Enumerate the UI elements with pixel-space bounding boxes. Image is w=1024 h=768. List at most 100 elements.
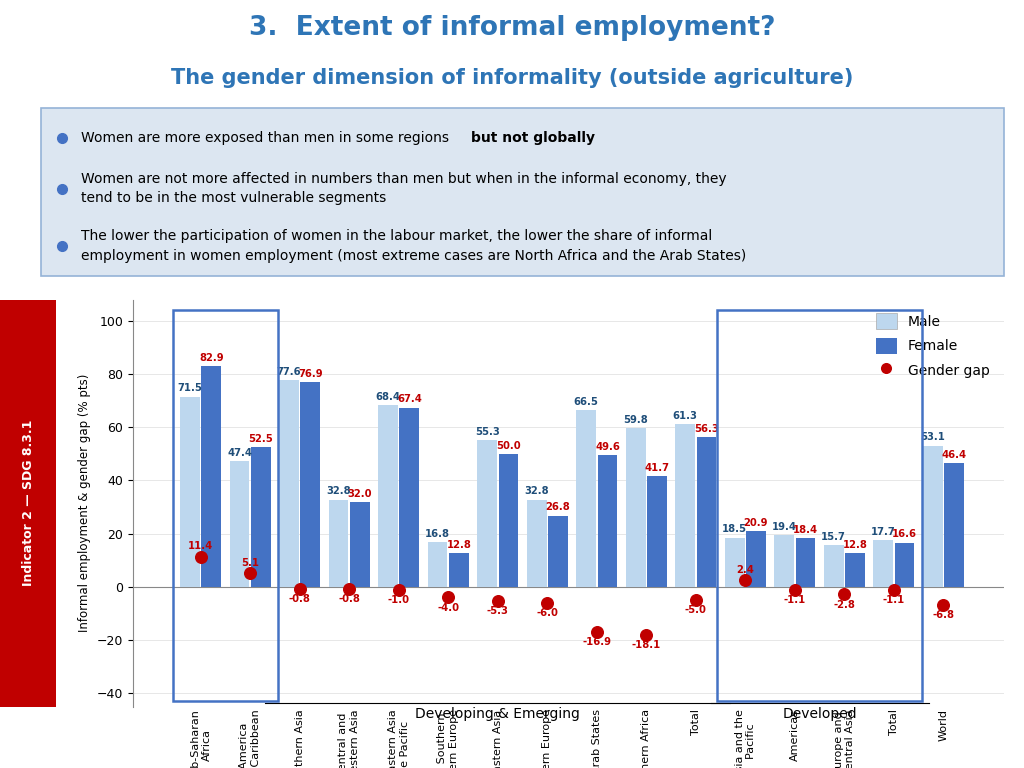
Bar [845,553,865,587]
Text: 59.8: 59.8 [624,415,648,425]
Bar [378,405,398,587]
Text: 17.7: 17.7 [870,527,896,537]
Text: -2.8: -2.8 [834,600,855,610]
Text: -5.3: -5.3 [486,606,509,616]
Bar [696,437,717,587]
Text: The lower the participation of women in the labour market, the lower the share o: The lower the participation of women in … [81,230,746,263]
Bar [180,396,200,587]
Bar [526,499,547,587]
Text: 77.6: 77.6 [276,367,301,377]
Point [837,588,853,601]
Bar [229,461,250,587]
Point [489,594,506,607]
Bar [350,502,370,587]
Text: 67.4: 67.4 [397,394,422,404]
Bar [824,545,844,587]
Point [688,594,705,606]
Bar [449,553,469,587]
Bar [923,445,943,587]
Text: 32.8: 32.8 [524,486,549,496]
Text: 61.3: 61.3 [673,411,697,421]
Y-axis label: Informal employment & gender gap (% pts): Informal employment & gender gap (% pts) [79,374,91,632]
Text: 18.4: 18.4 [793,525,818,535]
Point [193,551,209,563]
Bar [477,440,497,587]
Point [935,599,951,611]
Text: -0.8: -0.8 [338,594,360,604]
Text: 16.6: 16.6 [892,529,918,539]
Point [886,584,902,596]
Legend: Male, Female, Gender gap: Male, Female, Gender gap [869,306,996,385]
Bar [251,447,270,587]
Bar [428,542,447,587]
Text: -0.8: -0.8 [289,594,310,604]
Text: 56.3: 56.3 [694,424,719,434]
Text: 32.8: 32.8 [327,486,351,496]
Bar [300,382,321,587]
Bar [725,538,744,587]
Point [440,591,457,604]
Text: 47.4: 47.4 [227,448,252,458]
Text: 41.7: 41.7 [644,462,670,473]
Text: -6.0: -6.0 [537,608,558,618]
Text: 46.4: 46.4 [941,450,967,460]
Point [292,583,308,595]
Bar [796,538,815,587]
Text: 32.0: 32.0 [347,488,372,498]
Text: 19.4: 19.4 [772,522,797,532]
Text: Women are more exposed than men in some regions: Women are more exposed than men in some … [81,131,454,145]
Text: Developing & Emerging: Developing & Emerging [416,707,581,720]
Text: 12.8: 12.8 [446,540,471,550]
Text: 5.1: 5.1 [242,558,259,568]
Bar [598,455,617,587]
Bar [329,499,348,587]
Bar [548,515,568,587]
Text: 52.5: 52.5 [249,434,273,444]
Bar [577,410,596,587]
Text: Developed: Developed [782,707,857,720]
Bar [895,543,914,587]
Text: 49.6: 49.6 [595,442,620,452]
Text: -6.8: -6.8 [933,611,954,621]
Bar [499,454,518,587]
Text: 3.  Extent of informal employment?: 3. Extent of informal employment? [249,15,775,41]
Point [786,584,803,596]
Text: -4.0: -4.0 [437,603,459,613]
Text: 82.9: 82.9 [199,353,223,363]
Text: 71.5: 71.5 [177,383,203,393]
Bar [944,463,964,587]
Text: but not globally: but not globally [471,131,595,145]
Point [737,574,754,587]
Bar [647,476,667,587]
Text: .: . [582,131,587,145]
Text: 76.9: 76.9 [298,369,323,379]
Text: -16.9: -16.9 [583,637,611,647]
Text: 50.0: 50.0 [496,441,521,451]
Point [539,597,555,609]
Bar [399,408,419,587]
Text: -1.0: -1.0 [388,595,410,605]
Bar [626,428,645,587]
Bar [173,310,279,701]
Point [390,584,407,596]
Text: 11.4: 11.4 [188,541,213,551]
Text: 15.7: 15.7 [821,532,846,542]
Point [589,626,605,638]
Point [341,583,357,595]
Text: Indicator 2 — SDG 8.3.1: Indicator 2 — SDG 8.3.1 [22,420,35,586]
Text: 2.4: 2.4 [736,565,755,575]
Text: -1.1: -1.1 [883,595,905,605]
Text: 18.5: 18.5 [722,525,748,535]
Text: 20.9: 20.9 [743,518,768,528]
Text: -18.1: -18.1 [632,641,660,650]
Bar [774,535,795,587]
Text: 53.1: 53.1 [921,432,945,442]
Text: 16.8: 16.8 [425,529,451,539]
Point [638,629,654,641]
Text: -1.1: -1.1 [783,595,806,605]
Bar [873,540,893,587]
Text: Women are not more affected in numbers than men but when in the informal economy: Women are not more affected in numbers t… [81,172,727,205]
Bar [280,380,299,587]
Text: The gender dimension of informality (outside agriculture): The gender dimension of informality (out… [171,68,853,88]
Text: 66.5: 66.5 [573,397,599,407]
